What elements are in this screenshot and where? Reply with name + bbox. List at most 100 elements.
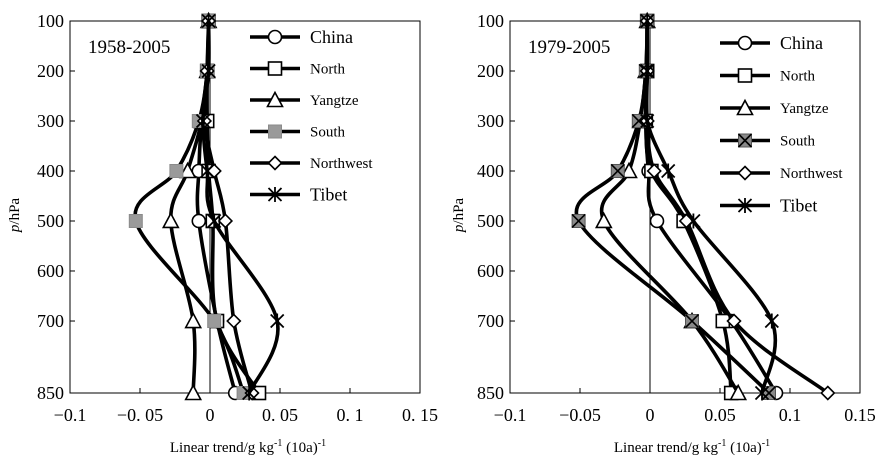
data-point-shape [242, 385, 257, 401]
legend-marker-shape [737, 35, 753, 51]
legend-marker-shape [737, 165, 753, 181]
data-point-shape [594, 211, 613, 229]
data-point-shape [661, 163, 676, 179]
data-point [195, 113, 211, 129]
data-point [184, 311, 203, 329]
legend-entry: North [720, 68, 815, 85]
legend-marker-shape [267, 61, 283, 76]
data-point-shape [640, 113, 655, 129]
legend-marker [737, 133, 753, 148]
x-tick-label: −0. 05 [117, 405, 163, 425]
legend: China North Yangtze South Northwest Tibet [250, 27, 373, 205]
plot-frame [69, 20, 421, 394]
legend-marker [737, 165, 753, 181]
legend-entry: Northwest [250, 155, 373, 172]
data-point [729, 383, 748, 401]
data-point-shape [646, 163, 662, 179]
data-point [610, 163, 625, 179]
data-point [201, 63, 216, 79]
y-tick-label: 600 [477, 261, 504, 281]
data-point [684, 313, 700, 329]
x-tick-label: 0. 05 [262, 405, 298, 425]
legend-label: Northwest [310, 156, 373, 172]
data-point-cross [684, 313, 700, 329]
data-point-shape [207, 213, 222, 229]
series-tibet [640, 13, 779, 401]
legend-marker [737, 198, 753, 213]
panel-1958-2005: 1958-2005 −0.1 −0. 05 0 0. 05 0. 1 0. 15 100 20… [7, 11, 438, 456]
data-point-cross [571, 213, 586, 229]
data-point-shape [226, 313, 242, 329]
y-tick-label: 100 [477, 11, 504, 31]
legend-marker [266, 90, 284, 108]
series-china [191, 13, 243, 401]
data-point-shape [191, 213, 207, 229]
data-point [686, 213, 701, 229]
data-point [207, 213, 222, 229]
y-tick-label: 200 [477, 61, 504, 81]
x-tick-label: 0.05 [704, 405, 736, 425]
data-point [161, 211, 180, 229]
legend-marker [268, 124, 282, 139]
legend-label: Tibet [310, 185, 347, 205]
data-point-shape [201, 13, 216, 29]
series-line [133, 20, 246, 394]
legend-marker-shape [736, 98, 754, 116]
legend-entry: China [720, 33, 823, 53]
x-tick-label: −0.05 [559, 405, 601, 425]
data-point-shape [161, 211, 180, 229]
series-line [599, 20, 740, 394]
period-label: 1979-2005 [528, 37, 610, 58]
x-tick-label: 0. 15 [402, 405, 438, 425]
plot-frame [509, 20, 861, 394]
data-point [128, 213, 143, 228]
data-point [726, 313, 742, 329]
data-point [661, 163, 676, 179]
legend-marker-shape [268, 124, 282, 139]
series-south [128, 14, 251, 400]
x-tick-label: 0 [646, 405, 655, 425]
data-point [571, 213, 586, 229]
legend-label: South [310, 125, 346, 141]
legend-entry: China [250, 27, 353, 47]
y-tick-label: 400 [37, 161, 64, 181]
data-point [200, 163, 215, 179]
data-point [178, 161, 197, 179]
data-point-shape [195, 113, 211, 129]
data-point-shape [200, 163, 215, 179]
data-point-shape [686, 213, 701, 229]
y-tick-label: 700 [477, 311, 504, 331]
y-axis-label: p/hPa [7, 198, 23, 234]
legend-marker [267, 187, 283, 202]
legend-label: North [780, 69, 815, 85]
data-point [184, 383, 203, 401]
y-tick-label: 500 [37, 211, 64, 231]
legend-marker [737, 68, 753, 83]
y-tick-label: 300 [37, 111, 64, 131]
data-point-shape [184, 311, 203, 329]
data-point-shape [217, 213, 234, 229]
x-tick-label: −0.1 [54, 405, 87, 425]
y-tick-label: 850 [477, 383, 504, 403]
data-point [217, 213, 234, 229]
series-tibet [195, 13, 285, 401]
legend-label: Northwest [780, 166, 843, 182]
data-point [270, 313, 285, 329]
legend-entry: Tibet [720, 196, 817, 216]
x-tick-label: 0.1 [779, 405, 802, 425]
data-point [594, 211, 613, 229]
y-tick-label: 850 [37, 383, 64, 403]
y-tick-label: 100 [37, 11, 64, 31]
legend-entry: North [250, 61, 345, 78]
data-point [201, 13, 216, 29]
data-point [207, 314, 222, 329]
legend-label: South [780, 134, 816, 150]
legend: China North Yangtze South Northwest Tibet [720, 33, 843, 216]
data-point-shape [128, 213, 143, 228]
series-line [643, 20, 733, 394]
data-point-shape [201, 63, 216, 79]
y-tick-label: 300 [477, 111, 504, 131]
y-tick-label: 500 [477, 211, 504, 231]
data-point [649, 213, 665, 229]
